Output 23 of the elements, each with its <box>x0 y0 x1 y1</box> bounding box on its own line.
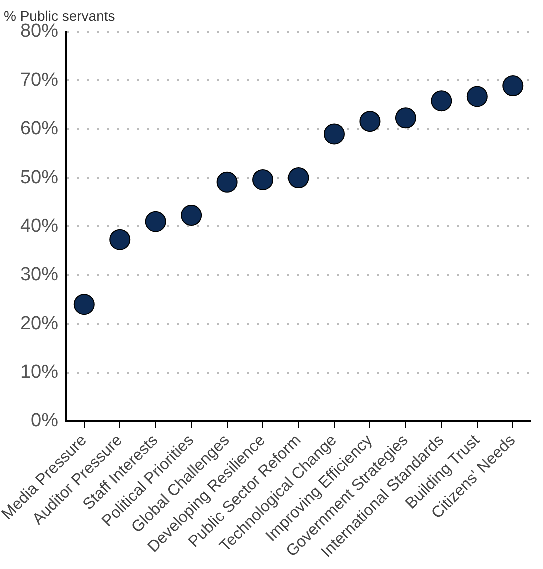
y-tick-label: 60% <box>20 118 59 140</box>
point <box>466 86 488 108</box>
point <box>110 229 131 250</box>
point <box>395 108 416 129</box>
y-tick-label: 50% <box>20 167 59 188</box>
point <box>216 172 238 193</box>
point <box>502 76 524 97</box>
point <box>252 169 274 190</box>
y-axis-title: % Public servants <box>4 8 116 24</box>
point <box>360 111 381 132</box>
point <box>288 168 310 189</box>
y-tick-label: 40% <box>20 216 59 237</box>
point <box>145 211 166 232</box>
y-tick-label: 30% <box>20 264 59 286</box>
y-tick-label: 10% <box>20 362 59 383</box>
point <box>74 294 95 316</box>
y-tick-label: 70% <box>20 70 59 91</box>
y-tick-label: 80% <box>20 21 59 42</box>
y-tick-label: 0% <box>31 410 59 432</box>
y-tick-label: 20% <box>20 313 59 334</box>
point <box>431 90 452 112</box>
point <box>181 205 202 226</box>
point <box>324 124 345 145</box>
